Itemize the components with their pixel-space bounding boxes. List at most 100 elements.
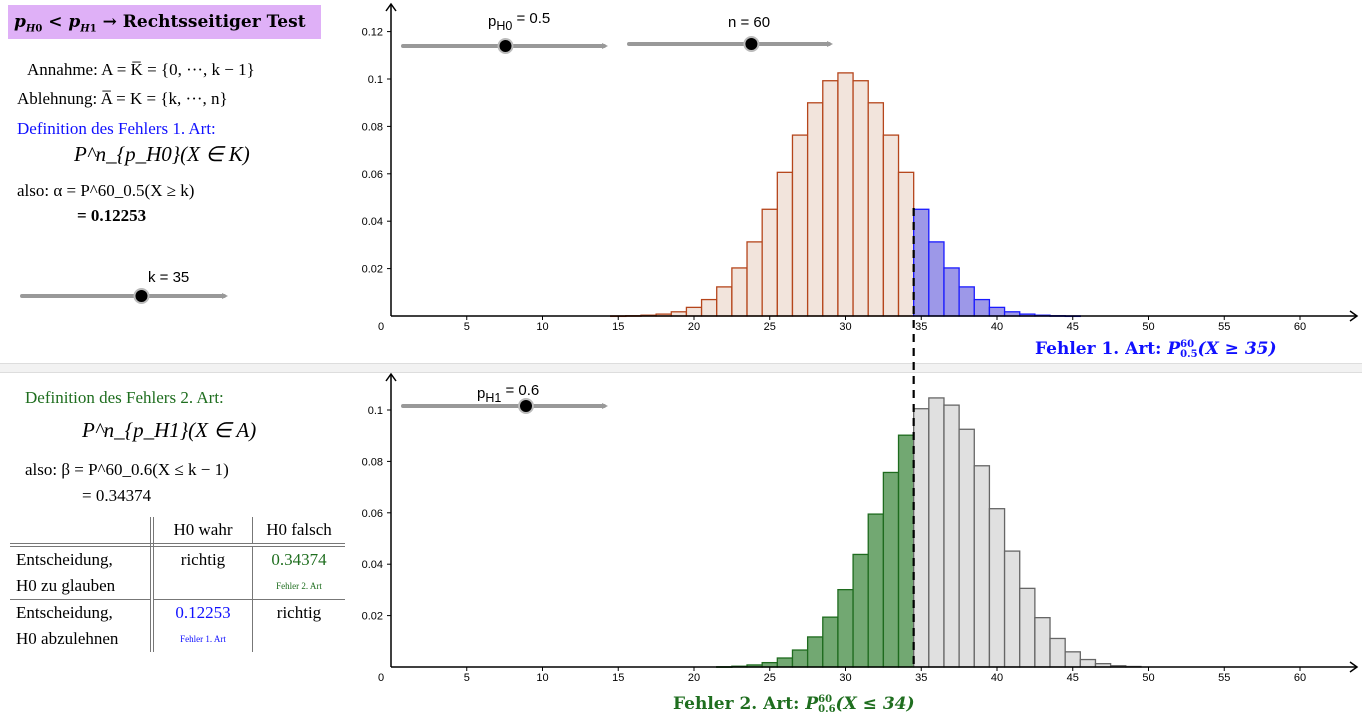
x-tick-label: 55 (1218, 672, 1230, 684)
def1-formula: P^n_{p_H0}(X ∈ K) (74, 142, 250, 166)
histogram-bar (867, 102, 885, 317)
histogram-bar (837, 588, 854, 668)
histogram-bar (867, 513, 885, 668)
histogram-bar (943, 267, 960, 317)
x-tick-label: 20 (688, 672, 700, 684)
y-tick-label: 0.08 (362, 121, 383, 133)
ph0-label-p: p (488, 13, 497, 30)
x-tick-label: 30 (839, 672, 851, 684)
histogram-bar (700, 298, 718, 317)
row1-c3-note: Fehler 2. Art (252, 573, 345, 600)
x-tick-label: 45 (1067, 672, 1079, 684)
ph1-slider-knob[interactable] (520, 400, 532, 412)
beta-line: also: β = P^60_0.6(X ≤ k − 1) (25, 460, 229, 479)
table-row: H0 zu glauben Fehler 2. Art (10, 573, 345, 600)
def1-title: Definition des Fehlers 1. Art: (17, 119, 216, 138)
x-tick-label: 15 (612, 321, 624, 333)
y-tick-label: 0.06 (362, 508, 383, 520)
error1-annotation: Fehler 1. Art: P60 0.5(X ≥ 35) (1035, 338, 1277, 360)
histogram-bar (822, 80, 839, 317)
histogram-bar (761, 208, 778, 317)
histogram-bar (1064, 651, 1081, 668)
histogram-bar (913, 208, 930, 317)
histogram-bar (973, 465, 991, 668)
n-slider-knob[interactable] (745, 38, 758, 50)
histogram-bar (822, 616, 839, 668)
histogram-bar (731, 267, 748, 317)
histogram-bar (746, 241, 763, 317)
y-tick-label: 0.1 (368, 74, 383, 86)
table-header-h0-false: H0 falsch (252, 517, 345, 547)
x-tick-label: 40 (991, 321, 1003, 333)
row1-c2: richtig (152, 545, 253, 573)
ph0-slider-knob[interactable] (499, 40, 512, 52)
histogram-bar (716, 666, 733, 668)
histogram-bar (1049, 637, 1066, 668)
y-tick-label: 0.02 (362, 611, 383, 623)
x-axis-arrow-icon (1349, 310, 1359, 322)
row1-c2-empty (152, 573, 253, 600)
histogram-bar (1064, 315, 1081, 318)
x-tick-label: 25 (764, 321, 776, 333)
histogram-bar (806, 636, 824, 668)
error1-label: Fehler 1. Art: (1035, 339, 1168, 359)
histogram-bar (837, 72, 854, 317)
title-sub-h2: H (80, 23, 90, 35)
error1-p: P (1167, 339, 1181, 359)
k-slider[interactable] (20, 288, 228, 304)
histogram-bar (852, 80, 869, 317)
histogram-bar (1019, 313, 1036, 317)
histogram-bar (882, 134, 900, 317)
y-tick-label: 0.1 (368, 405, 383, 417)
histogram-bar (988, 508, 1006, 668)
x-tick-label: 60 (1294, 321, 1306, 333)
error2-p: P (805, 694, 819, 714)
histogram-bar (716, 286, 733, 317)
y-tick-label: 0.06 (362, 169, 383, 181)
histogram-bar (973, 298, 991, 317)
title-sub-1: 1 (89, 23, 97, 35)
beta-value: = 0.34374 (82, 486, 152, 505)
histogram-bar (776, 657, 794, 668)
histogram-bar (670, 311, 688, 317)
histogram-bar (761, 661, 778, 668)
k-slider-knob[interactable] (135, 290, 148, 302)
histogram-bar (928, 241, 945, 317)
x-tick-label: 55 (1218, 321, 1230, 333)
title-p: p (14, 12, 26, 32)
x-tick-label: 45 (1067, 321, 1079, 333)
histogram-bar (731, 665, 748, 668)
x-tick-label: 10 (536, 672, 548, 684)
histogram-bar (791, 134, 809, 317)
n-slider[interactable] (627, 36, 833, 52)
row2-c3-empty (253, 626, 346, 652)
histogram-bar (791, 649, 809, 668)
ph0-slider-label: pH0 = 0.5 (488, 10, 550, 33)
x-tick-label: 0 (378, 321, 384, 333)
row2-label2: H0 abzulehnen (10, 626, 154, 652)
n-slider-arrow-icon (827, 41, 833, 47)
row1-label2: H0 zu glauben (10, 573, 154, 600)
histogram-bar (610, 315, 627, 318)
ph0-slider[interactable] (401, 38, 608, 54)
x-tick-label: 0 (378, 672, 384, 684)
x-tick-label: 50 (1142, 672, 1154, 684)
ph1-label-p: p (477, 385, 486, 402)
ph1-slider-arrow-icon (602, 403, 608, 409)
x-tick-label: 5 (464, 672, 470, 684)
alpha-value: = 0.12253 (77, 206, 147, 225)
ph1-slider[interactable] (401, 398, 608, 414)
histogram-bar (958, 428, 975, 668)
error1-event: (X ≥ 35) (1197, 339, 1277, 359)
panel-separator[interactable] (0, 363, 1362, 373)
row2-c2-note: Fehler 1. Art (152, 626, 253, 652)
y-tick-label: 0.04 (362, 559, 383, 571)
histogram-bar (776, 171, 794, 317)
histogram-bar (806, 102, 824, 317)
k-slider-arrow-icon (222, 293, 228, 299)
row2-label1: Entscheidung, (10, 599, 154, 626)
histogram-bar (928, 397, 945, 668)
title-sub-h: H (25, 23, 36, 35)
ph1-label-value: = 0.6 (505, 382, 540, 399)
histogram-bar (685, 306, 703, 317)
